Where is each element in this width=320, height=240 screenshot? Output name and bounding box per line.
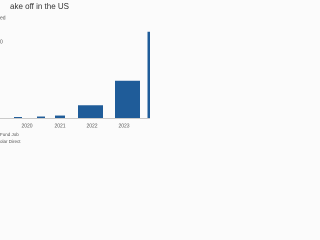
source-line: Fund Job bbox=[0, 132, 19, 137]
bar bbox=[37, 116, 45, 118]
chart-title: ake off in the US bbox=[10, 2, 69, 11]
source-line: olar Direct bbox=[0, 139, 21, 144]
bar bbox=[147, 31, 150, 118]
x-tick-label: 2022 bbox=[86, 123, 97, 129]
bar bbox=[115, 80, 140, 118]
bar bbox=[14, 117, 22, 118]
bar bbox=[55, 115, 65, 118]
axis-fragment: 0 bbox=[0, 39, 3, 45]
chart: ake off in the US ed 0 Fund Job olar Dir… bbox=[0, 2, 150, 144]
x-tick-label: 2021 bbox=[54, 123, 65, 129]
page: {"chart_data": {"type": "bar", "title": … bbox=[0, 2, 150, 145]
x-tick-label: 2023 bbox=[118, 123, 129, 129]
x-tick-label: 2020 bbox=[21, 123, 32, 129]
bar bbox=[78, 105, 103, 118]
chart-subtitle: ed bbox=[0, 15, 6, 21]
